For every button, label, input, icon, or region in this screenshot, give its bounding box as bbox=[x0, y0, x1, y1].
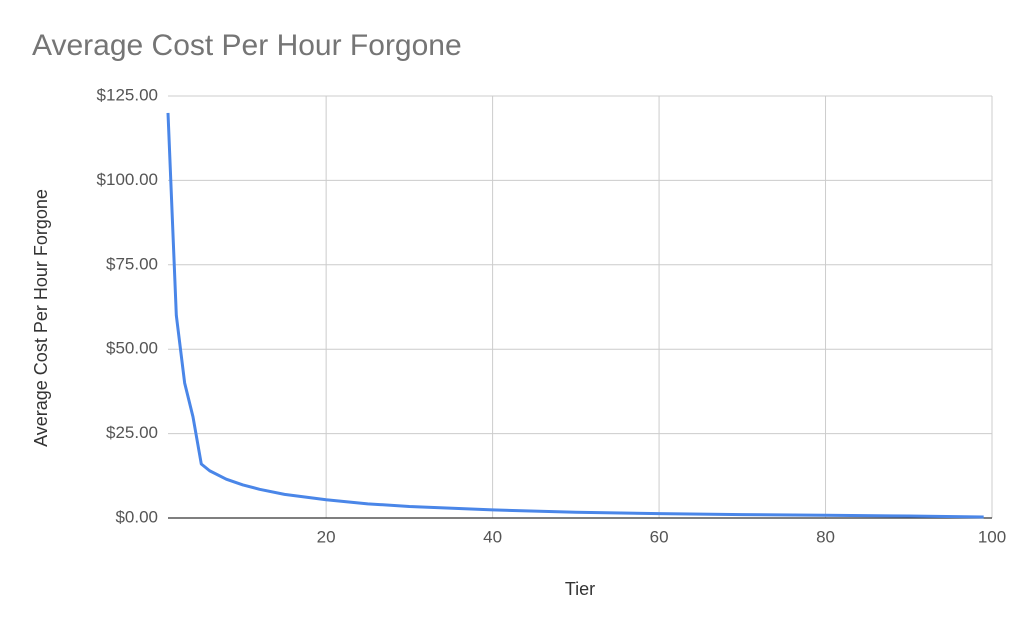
y-tick-label: $125.00 bbox=[97, 85, 158, 104]
y-tick-label: $25.00 bbox=[106, 423, 158, 442]
x-tick-label: 40 bbox=[483, 527, 502, 546]
chart-title: Average Cost Per Hour Forgone bbox=[32, 29, 462, 62]
x-tick-label: 100 bbox=[978, 527, 1006, 546]
x-tick-label: 80 bbox=[816, 527, 835, 546]
y-tick-label: $50.00 bbox=[106, 339, 158, 358]
y-tick-label: $0.00 bbox=[115, 507, 158, 526]
x-tick-label: 20 bbox=[317, 527, 336, 546]
y-tick-label: $100.00 bbox=[97, 170, 158, 189]
y-axis-title: Average Cost Per Hour Forgone bbox=[31, 189, 51, 447]
data-line bbox=[166, 112, 984, 519]
x-axis-title: Tier bbox=[565, 579, 595, 599]
y-tick-label: $75.00 bbox=[106, 254, 158, 273]
x-tick-label: 60 bbox=[650, 527, 669, 546]
